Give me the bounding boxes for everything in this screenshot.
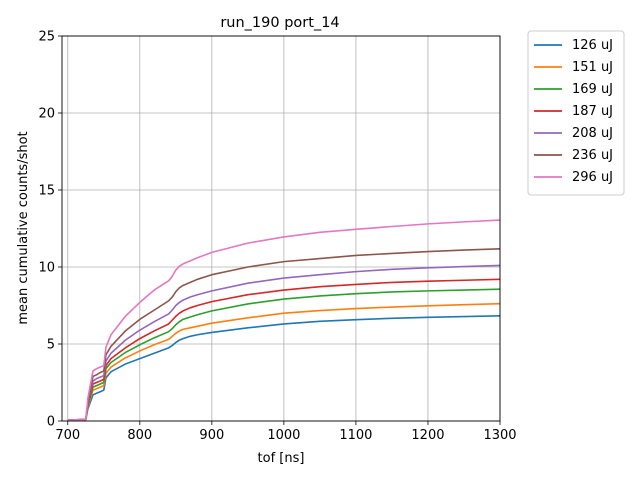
legend-label: 208 uJ	[572, 126, 613, 141]
series-line	[67, 302, 501, 422]
chart-title: run_190 port_14	[220, 15, 339, 31]
y-tick-label: 10	[38, 261, 55, 276]
legend-label: 151 uJ	[572, 60, 613, 75]
legend-label: 126 uJ	[572, 38, 613, 53]
x-tick-label: 1300	[483, 428, 516, 443]
legend-label: 169 uJ	[572, 82, 613, 97]
series-line	[67, 219, 501, 422]
series-line	[67, 288, 501, 422]
series-line	[67, 315, 501, 422]
x-tick-label: 1000	[267, 428, 300, 443]
plot-frame	[61, 35, 501, 422]
x-tick-label: 900	[199, 428, 224, 443]
legend-label: 187 uJ	[572, 104, 613, 119]
series-line	[67, 278, 501, 422]
legend-label: 296 uJ	[572, 170, 613, 185]
legend-label: 236 uJ	[572, 148, 613, 163]
y-tick-label: 0	[47, 415, 55, 430]
series-line	[67, 248, 501, 422]
x-axis-label: tof [ns]	[258, 451, 305, 466]
x-tick-label: 1100	[339, 428, 372, 443]
x-tick-label: 700	[55, 428, 80, 443]
y-axis-label: mean cumulative counts/shot	[16, 131, 31, 324]
legend-box	[527, 30, 625, 196]
series-lines	[67, 219, 501, 422]
axes: 700 800 900 1000 1100 1200 1300 0 5 10 15 20 25	[38, 30, 516, 444]
y-tick-label: 5	[47, 338, 55, 353]
legend: 126 uJ 151 uJ 169 uJ 187 uJ 208 uJ 236 uJ 296 …	[527, 30, 625, 196]
x-tick-label: 1200	[411, 428, 444, 443]
y-tick-label: 15	[38, 184, 55, 199]
y-tick-label: 25	[38, 30, 55, 45]
y-tick-label: 20	[38, 107, 55, 122]
series-line	[67, 264, 501, 422]
x-tick-label: 800	[127, 428, 152, 443]
